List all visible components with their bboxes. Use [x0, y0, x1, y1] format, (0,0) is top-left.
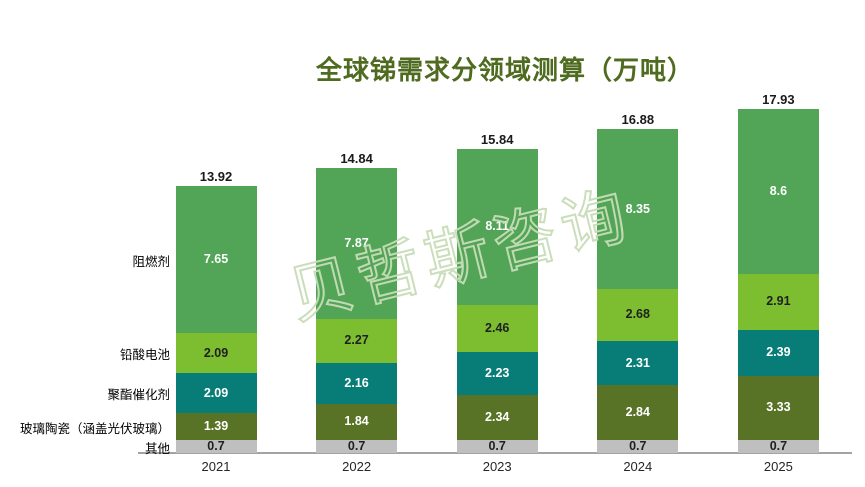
value-label-2025-1: 3.33: [766, 399, 791, 414]
bar-segment-2022-3: 2.27: [316, 319, 398, 363]
total-label-2022: 14.84: [340, 151, 373, 167]
x-axis-label-2024: 2024: [623, 459, 653, 474]
bar-segment-2024-1: 2.84: [597, 385, 679, 440]
x-axis-label-2025: 2025: [763, 459, 793, 474]
value-label-2022-2: 2.16: [344, 375, 369, 390]
value-label-2022-3: 2.27: [344, 333, 369, 348]
value-label-2025-4: 8.6: [769, 183, 788, 198]
bar-segment-2021-3: 2.09: [175, 332, 257, 373]
value-label-2021-2: 2.09: [203, 385, 229, 400]
value-label-2021-1: 1.39: [203, 418, 229, 433]
bar-segment-2022-1: 1.84: [316, 404, 398, 440]
value-label-2023-1: 2.34: [485, 409, 510, 424]
bar-segment-2023-4: 8.11: [456, 149, 538, 305]
value-label-2025-0: 0.7: [769, 438, 788, 453]
series-name-label-4: 阻燃剂: [132, 254, 170, 269]
x-axis-label-2023: 2023: [482, 459, 512, 474]
bar-segment-2023-2: 2.23: [456, 351, 538, 395]
value-label-2022-4: 7.87: [344, 236, 369, 251]
total-label-2025: 17.93: [762, 91, 795, 107]
chart-title: 全球锑需求分领域测算（万吨）: [315, 55, 694, 85]
value-label-2023-2: 2.23: [485, 365, 510, 380]
value-label-2021-0: 0.7: [207, 438, 225, 453]
value-label-2021-4: 7.65: [203, 251, 229, 266]
value-label-2023-4: 8.11: [485, 219, 509, 234]
value-label-2024-4: 8.35: [625, 202, 650, 217]
bar-segment-2023-3: 2.46: [456, 304, 538, 352]
series-name-label-0: 其他: [144, 441, 170, 456]
bar-segment-2022-4: 7.87: [316, 168, 398, 320]
value-label-2024-2: 2.31: [625, 355, 650, 370]
bar-segment-2025-2: 2.39: [737, 329, 819, 376]
bar-segment-2024-4: 8.35: [597, 129, 679, 290]
series-name-label-1: 玻璃陶瓷（涵盖光伏玻璃）: [19, 421, 170, 436]
bar-segment-2021-1: 1.39: [175, 412, 257, 440]
x-axis-line: [138, 452, 852, 454]
bar-segment-2024-0: 0.7: [597, 438, 679, 453]
value-label-2023-3: 2.46: [485, 320, 510, 335]
value-label-2025-3: 2.91: [766, 293, 791, 308]
total-label-2021: 13.92: [199, 168, 233, 184]
bar-segment-2025-3: 2.91: [737, 273, 819, 330]
value-label-2024-1: 2.84: [625, 405, 650, 420]
x-axis-label-2021: 2021: [201, 459, 231, 474]
bar-segment-2023-1: 2.34: [456, 394, 538, 440]
value-label-2022-1: 1.84: [344, 414, 369, 429]
bar-segment-2023-0: 0.7: [456, 438, 538, 453]
total-label-2024: 16.88: [621, 112, 655, 128]
value-label-2021-3: 2.09: [203, 345, 229, 360]
bar-segment-2021-4: 7.65: [175, 185, 257, 333]
value-label-2025-2: 2.39: [766, 344, 791, 359]
bar-segment-2025-0: 0.7: [737, 438, 819, 453]
value-label-2024-3: 2.68: [625, 307, 650, 322]
bar-segment-2021-0: 0.7: [175, 438, 257, 453]
bar-segment-2024-3: 2.68: [597, 289, 679, 341]
bar-segment-2024-2: 2.31: [597, 340, 679, 386]
bar-segment-2022-0: 0.7: [316, 438, 398, 453]
total-label-2023: 15.84: [480, 132, 514, 148]
bar-segment-2025-4: 8.6: [737, 108, 819, 274]
value-label-2022-0: 0.7: [347, 438, 366, 453]
series-name-label-3: 铅酸电池: [119, 348, 170, 363]
x-axis-label-2022: 2022: [342, 459, 372, 474]
bar-segment-2022-2: 2.16: [316, 362, 398, 405]
value-label-2024-0: 0.7: [629, 438, 647, 453]
bar-segment-2025-1: 3.33: [737, 375, 819, 440]
series-name-label-2: 聚酯催化剂: [107, 388, 170, 403]
bar-segment-2021-2: 2.09: [175, 372, 257, 413]
value-label-2023-0: 0.7: [488, 438, 506, 453]
